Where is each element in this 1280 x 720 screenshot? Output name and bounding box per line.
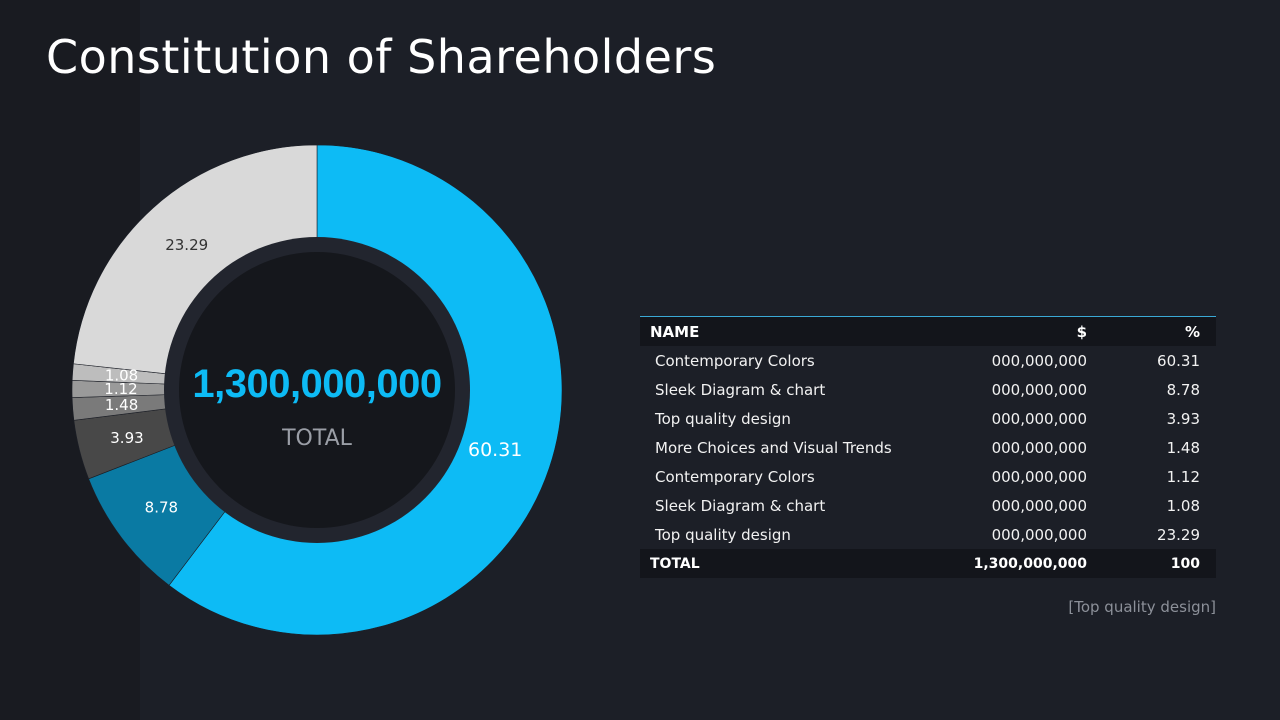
row-percent: 1.08 [1166, 496, 1200, 515]
row-value: 000,000,000 [991, 525, 1087, 544]
row-percent: 1.48 [1166, 438, 1200, 457]
center-total-label: TOTAL [281, 426, 353, 451]
footnote: [Top quality design] [1068, 598, 1216, 616]
shareholder-table-container: NAME $ % Contemporary Colors 000,000,000… [640, 316, 1216, 578]
slice-data-label: 60.31 [468, 439, 522, 461]
row-name: Contemporary Colors [655, 467, 815, 486]
row-percent: 3.93 [1166, 409, 1200, 428]
row-value: 000,000,000 [991, 438, 1087, 457]
center-total-value: 1,300,000,000 [192, 362, 441, 406]
table-header-row: NAME $ % [640, 317, 1216, 346]
row-name: Top quality design [655, 525, 791, 544]
table-row: Contemporary Colors 000,000,000 60.31 [640, 346, 1216, 375]
row-value: 000,000,000 [991, 467, 1087, 486]
slice-data-label: 23.29 [165, 236, 208, 254]
row-name: Contemporary Colors [655, 351, 815, 370]
table-row: Sleek Diagram & chart 000,000,000 8.78 [640, 375, 1216, 404]
slice-data-label: 8.78 [145, 499, 178, 517]
table-row: More Choices and Visual Trends 000,000,0… [640, 433, 1216, 462]
slice-data-label: 1.12 [104, 380, 137, 398]
row-value: 000,000,000 [991, 351, 1087, 370]
total-percent: 100 [1087, 549, 1216, 578]
donut-chart: 60.31 8.78 3.93 1.481.121.08 23.29 1,300,000… [71, 144, 563, 636]
slice-data-label: 1.08 [105, 367, 138, 385]
slice-data-label: 1.48 [105, 396, 138, 414]
row-value: 000,000,000 [991, 496, 1087, 515]
donut-slice-labels: 60.31 8.78 3.93 1.481.121.08 23.29 [104, 236, 522, 517]
table-total-row: TOTAL 1,300,000,000 100 [640, 549, 1216, 578]
row-name: More Choices and Visual Trends [655, 438, 892, 457]
total-name: TOTAL [640, 549, 955, 578]
shareholder-table: NAME $ % Contemporary Colors 000,000,000… [640, 317, 1216, 578]
header-value: $ [955, 317, 1087, 346]
row-name: Sleek Diagram & chart [655, 496, 826, 515]
header-name: NAME [640, 317, 955, 346]
row-name: Top quality design [655, 409, 791, 428]
table-row: Sleek Diagram & chart 000,000,000 1.08 [640, 491, 1216, 520]
row-percent: 60.31 [1157, 351, 1200, 370]
table-row: Top quality design 000,000,000 23.29 [640, 520, 1216, 549]
slice-data-label: 3.93 [110, 429, 143, 447]
table-row: Contemporary Colors 000,000,000 1.12 [640, 462, 1216, 491]
page-title: Constitution of Shareholders [46, 30, 717, 84]
header-percent: % [1087, 317, 1216, 346]
donut-center-circle [179, 252, 455, 528]
row-percent: 1.12 [1166, 467, 1200, 486]
row-value: 000,000,000 [991, 409, 1087, 428]
row-percent: 23.29 [1157, 525, 1200, 544]
row-name: Sleek Diagram & chart [655, 380, 826, 399]
row-percent: 8.78 [1166, 380, 1200, 399]
total-value: 1,300,000,000 [955, 549, 1087, 578]
row-value: 000,000,000 [991, 380, 1087, 399]
table-top-rule [640, 316, 1216, 317]
table-row: Top quality design 000,000,000 3.93 [640, 404, 1216, 433]
